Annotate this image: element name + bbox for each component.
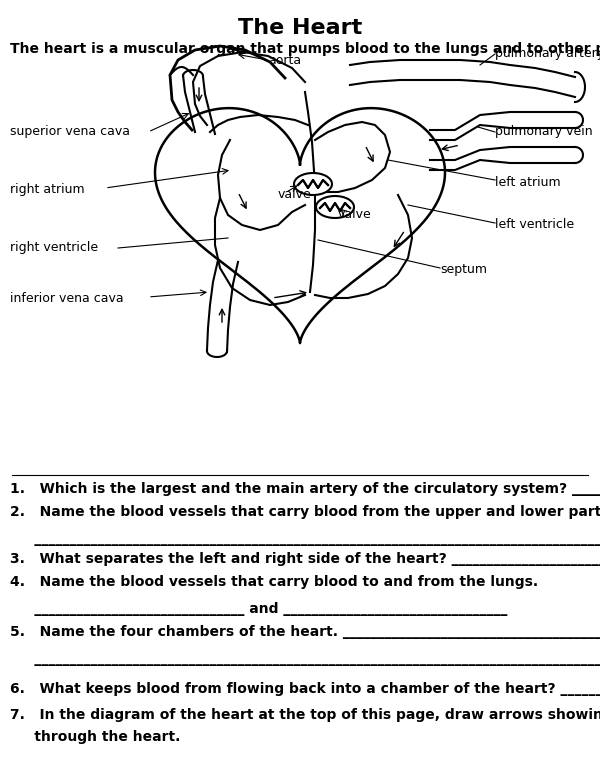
Text: aorta: aorta (268, 53, 301, 67)
Ellipse shape (294, 173, 332, 195)
Text: valve: valve (278, 188, 312, 201)
Text: 6.   What keeps blood from flowing back into a chamber of the heart? ___________: 6. What keeps blood from flowing back in… (10, 682, 600, 696)
Text: 2.   Name the blood vessels that carry blood from the upper and lower parts of t: 2. Name the blood vessels that carry blo… (10, 505, 600, 519)
Text: ________________________________________________________________________________: ________________________________________… (10, 532, 600, 546)
Text: ______________________________ and ________________________________: ______________________________ and _____… (10, 602, 508, 616)
Text: 7.   In the diagram of the heart at the top of this page, draw arrows showing th: 7. In the diagram of the heart at the to… (10, 708, 600, 722)
Text: left atrium: left atrium (495, 176, 560, 188)
Text: The heart is a muscular organ that pumps blood to the lungs and to other parts o: The heart is a muscular organ that pumps… (10, 42, 600, 56)
Text: pulmonary artery: pulmonary artery (495, 47, 600, 61)
Text: through the heart.: through the heart. (10, 730, 181, 744)
Text: 4.   Name the blood vessels that carry blood to and from the lungs.: 4. Name the blood vessels that carry blo… (10, 575, 538, 589)
Text: left ventricle: left ventricle (495, 219, 574, 232)
Ellipse shape (316, 196, 354, 218)
Text: 3.   What separates the left and right side of the heart? ______________________: 3. What separates the left and right sid… (10, 552, 600, 566)
Text: right atrium: right atrium (10, 183, 85, 197)
Text: 1.   Which is the largest and the main artery of the circulatory system? _______: 1. Which is the largest and the main art… (10, 482, 600, 496)
Text: superior vena cava: superior vena cava (10, 125, 130, 138)
Text: septum: septum (440, 264, 487, 277)
Text: inferior vena cava: inferior vena cava (10, 292, 124, 305)
Text: 5.   Name the four chambers of the heart. ______________________________________: 5. Name the four chambers of the heart. … (10, 625, 600, 639)
Text: valve: valve (338, 208, 372, 221)
Text: right ventricle: right ventricle (10, 242, 98, 255)
Polygon shape (155, 108, 445, 343)
Text: pulmonary vein: pulmonary vein (495, 125, 593, 138)
Text: The Heart: The Heart (238, 18, 362, 38)
Text: ________________________________________________________________________________: ________________________________________… (10, 652, 600, 666)
